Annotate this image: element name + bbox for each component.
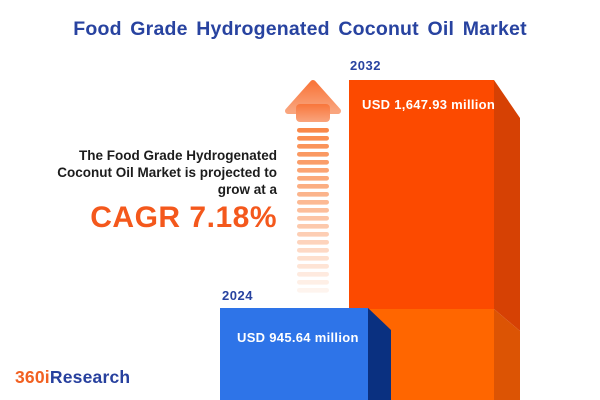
bar-2032-side-upper-face: [494, 80, 520, 331]
arrow-head: [285, 80, 341, 122]
bar-2024-front-face: [220, 308, 368, 400]
brand-logo-research: Research: [49, 367, 131, 387]
intro-line-2: Coconut Oil Market is projected to: [57, 165, 277, 180]
brand-logo-360i: 360i: [15, 367, 50, 387]
bar-2024-value-label: USD 945.64 million: [237, 330, 359, 345]
intro-line-1: The Food Grade Hydrogenated: [78, 148, 277, 163]
cagr-value: CAGR 7.18%: [90, 201, 277, 234]
bar-2032-value-label: USD 1,647.93 million: [362, 97, 496, 112]
growth-arrow-icon: [285, 80, 341, 293]
page-title: Food Grade Hydrogenated Coconut Oil Mark…: [73, 18, 527, 40]
intro-text: The Food Grade Hydrogenated Coconut Oil …: [57, 147, 277, 198]
intro-line-3: grow at a: [217, 182, 277, 197]
bar-2032-front-upper-face: [349, 80, 494, 309]
arrow-shaft-stripes: [297, 128, 329, 293]
bar-2032-year-label: 2032: [350, 58, 381, 73]
bar-2024-year-label: 2024: [222, 288, 253, 303]
brand-logo: 360iResearch: [15, 367, 130, 388]
bar-2024-side-face: [368, 308, 391, 400]
